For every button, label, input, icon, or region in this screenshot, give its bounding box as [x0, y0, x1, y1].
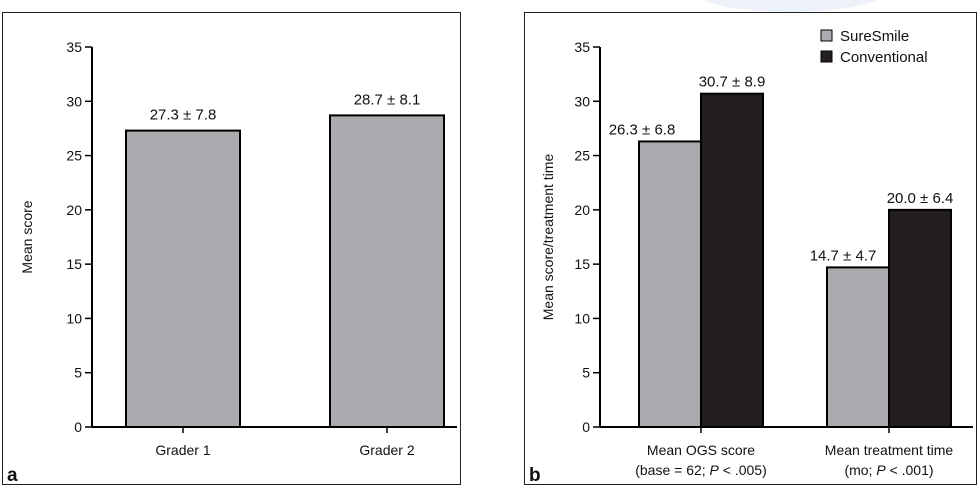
- data-label: 27.3 ± 7.8: [150, 107, 217, 124]
- y-tick-label: 5: [582, 365, 590, 381]
- bar-conventional: [888, 208, 952, 428]
- x-tick-label: Grader 1: [155, 442, 210, 458]
- y-tick-label: 10: [66, 310, 82, 326]
- panel-label-a: a: [7, 465, 18, 486]
- legend-label: SureSmile: [840, 28, 909, 45]
- y-tick-label: 15: [66, 256, 82, 272]
- y-tick-label: 20: [574, 202, 590, 218]
- x-sublabel-part: (base = 62;: [635, 462, 709, 478]
- x-tick-label: Mean OGS score: [647, 442, 755, 458]
- legend-swatch: [820, 29, 833, 42]
- data-label: 20.0 ± 6.4: [887, 190, 954, 207]
- data-label: 30.7 ± 8.9: [699, 74, 766, 91]
- chart-b: 0 5 10 15 20 25 30 35 Mean score/treatment time 2…: [540, 28, 973, 478]
- watermark-decoration: [702, 0, 878, 12]
- y-tick-label: 30: [574, 93, 590, 109]
- bar-suresmile: [826, 266, 890, 428]
- y-tick-label: 10: [574, 310, 590, 326]
- x-sublabel-part: (mo;: [844, 462, 876, 478]
- x-sublabel-part: < .005): [719, 462, 767, 478]
- data-label: 28.7 ± 8.1: [354, 91, 421, 108]
- p-value-symbol: P: [710, 462, 720, 478]
- y-tick-label: 5: [74, 365, 82, 381]
- y-tick-label: 20: [66, 202, 82, 218]
- bar: [329, 114, 445, 429]
- y-tick-label: 35: [574, 39, 590, 55]
- y-tick-label: 0: [582, 419, 590, 435]
- y-tick-label: 25: [574, 148, 590, 164]
- y-tick-label: 15: [574, 256, 590, 272]
- x-tick-label: Mean treatment time: [825, 442, 954, 458]
- y-tick-label: 35: [66, 39, 82, 55]
- chart-a: 0 5 10 15 20 25 30 35 Mean score 27.3 ± 7.8 Grader…: [19, 39, 457, 458]
- x-tick-sublabel: (mo; P < .001): [844, 462, 933, 478]
- legend-swatch: [820, 50, 833, 63]
- data-label: 26.3 ± 6.8: [609, 121, 676, 138]
- panel-label-b: b: [529, 465, 541, 486]
- legend-label: Conventional: [840, 49, 928, 66]
- x-sublabel-part: < .001): [886, 462, 934, 478]
- p-value-symbol: P: [876, 462, 886, 478]
- x-tick-sublabel: (base = 62; P < .005): [635, 462, 767, 478]
- panel-a: 0 5 10 15 20 25 30 35 Mean score 27.3 ± 7.8 Grader…: [2, 12, 461, 486]
- y-axis-label: Mean score: [19, 200, 35, 273]
- y-tick-label: 30: [66, 93, 82, 109]
- bar-conventional: [700, 92, 764, 429]
- y-axis-label: Mean score/treatment time: [540, 154, 556, 321]
- y-tick-label: 25: [66, 148, 82, 164]
- panel-b: 0 5 10 15 20 25 30 35 Mean score/treatment time 2…: [524, 12, 977, 486]
- y-tick-label: 0: [74, 419, 82, 435]
- bar: [125, 129, 241, 428]
- bar-suresmile: [638, 140, 702, 428]
- data-label: 14.7 ± 4.7: [810, 247, 877, 264]
- x-tick-label: Grader 2: [359, 442, 414, 458]
